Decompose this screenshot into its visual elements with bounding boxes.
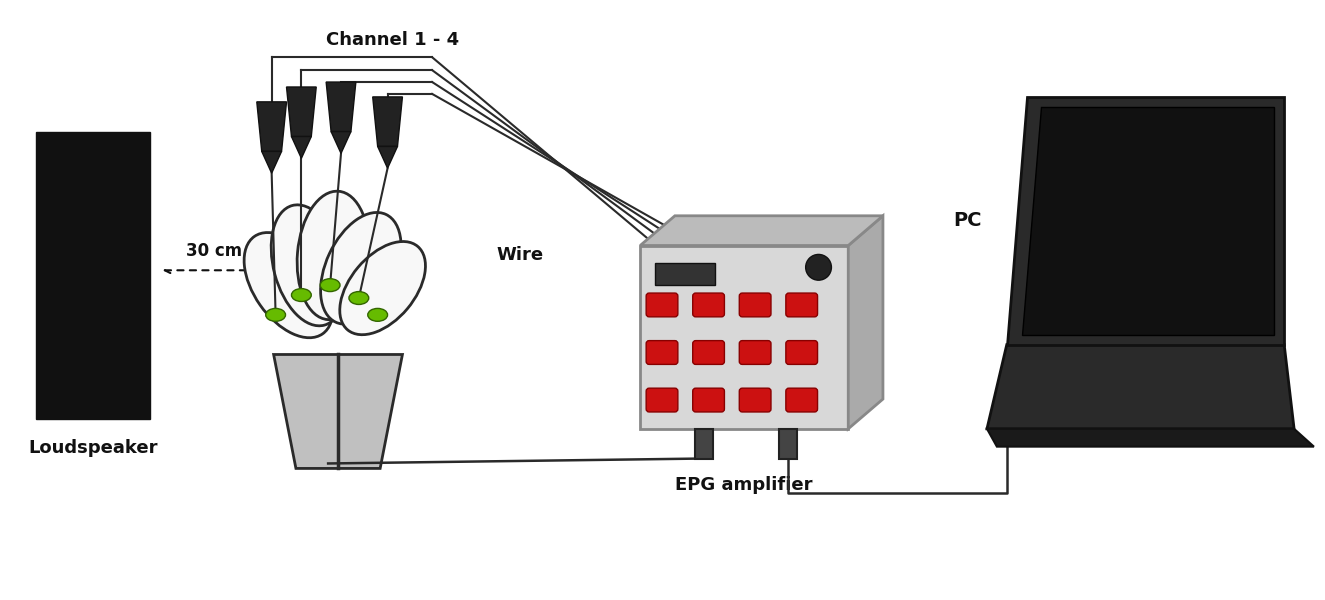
FancyBboxPatch shape [739, 293, 771, 317]
Polygon shape [640, 216, 882, 245]
Polygon shape [274, 355, 403, 469]
FancyBboxPatch shape [647, 341, 678, 364]
Polygon shape [372, 97, 403, 146]
FancyBboxPatch shape [739, 341, 771, 364]
Ellipse shape [272, 205, 346, 326]
Ellipse shape [321, 278, 341, 292]
Ellipse shape [297, 191, 370, 320]
Text: Wire: Wire [497, 247, 543, 265]
FancyBboxPatch shape [786, 293, 818, 317]
Bar [694, 429, 713, 458]
FancyBboxPatch shape [786, 341, 818, 364]
Bar [36, 131, 150, 419]
Polygon shape [326, 82, 356, 131]
FancyBboxPatch shape [739, 388, 771, 412]
Ellipse shape [266, 308, 285, 322]
Text: Loudspeaker: Loudspeaker [28, 439, 158, 457]
Ellipse shape [321, 212, 401, 324]
Polygon shape [257, 102, 286, 151]
Ellipse shape [292, 289, 311, 301]
Text: PC: PC [954, 211, 982, 230]
Text: 30 cm: 30 cm [186, 242, 242, 260]
Bar [779, 429, 796, 458]
Polygon shape [1022, 107, 1275, 335]
Text: Channel 1 - 4: Channel 1 - 4 [326, 31, 458, 49]
Bar [655, 263, 714, 285]
Polygon shape [262, 151, 281, 173]
Bar [640, 245, 848, 429]
Ellipse shape [348, 292, 368, 304]
FancyBboxPatch shape [693, 293, 725, 317]
FancyBboxPatch shape [786, 388, 818, 412]
Polygon shape [987, 429, 1314, 446]
FancyBboxPatch shape [693, 388, 725, 412]
Ellipse shape [244, 233, 333, 338]
FancyBboxPatch shape [647, 388, 678, 412]
Polygon shape [292, 137, 311, 158]
Polygon shape [987, 344, 1295, 429]
Polygon shape [286, 87, 317, 137]
Polygon shape [848, 216, 882, 429]
Circle shape [806, 254, 831, 280]
Polygon shape [378, 146, 397, 168]
Ellipse shape [339, 242, 425, 335]
Text: EPG amplifier: EPG amplifier [676, 476, 814, 494]
Ellipse shape [368, 308, 388, 322]
Polygon shape [331, 131, 351, 154]
FancyBboxPatch shape [647, 293, 678, 317]
FancyBboxPatch shape [693, 341, 725, 364]
Polygon shape [1007, 97, 1284, 344]
